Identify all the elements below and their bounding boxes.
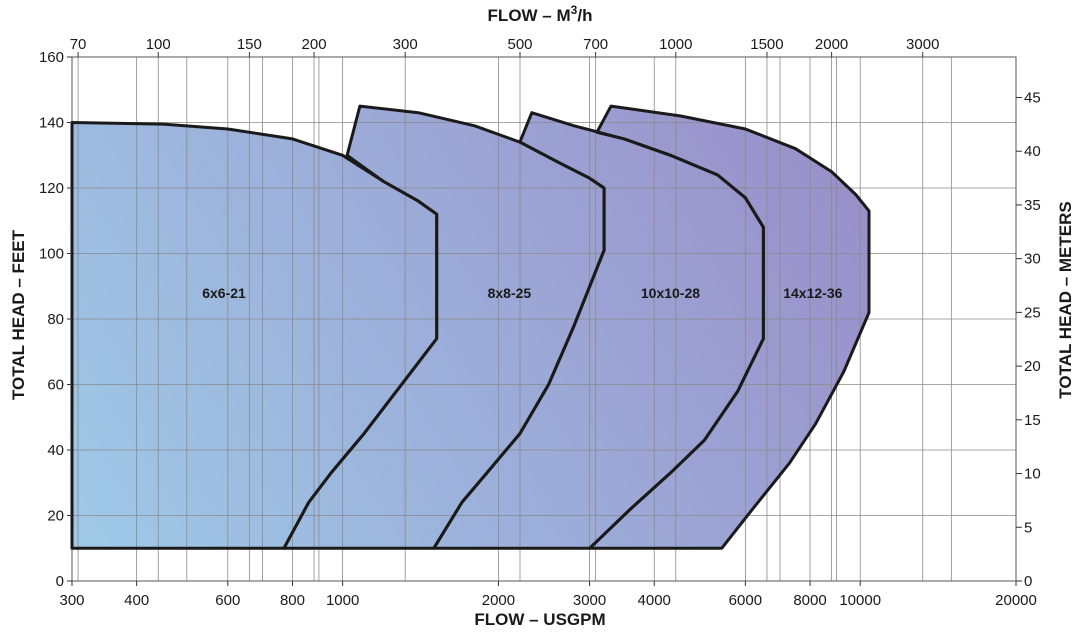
x-tick-label-bottom: 400 [124,592,149,609]
x-tick-label-top: 1500 [750,36,783,53]
y-tick-label-right: 0 [1024,573,1032,590]
y-tick-label-left: 0 [56,573,64,590]
x-tick-label-top: 100 [146,36,171,53]
y-tick-label-right: 20 [1024,358,1041,375]
pump-regions [72,106,869,549]
y-axis-title-left: TOTAL HEAD – FEET [9,229,28,400]
x-tick-label-top: 300 [393,36,418,53]
y-tick-label-left: 80 [47,311,64,328]
y-tick-label-right: 25 [1024,304,1041,321]
y-tick-label-right: 45 [1024,89,1041,106]
x-tick-label-bottom: 3000 [573,592,606,609]
region-outline-14x12-36 [588,104,871,550]
y-tick-label-left: 20 [47,508,64,525]
region-label-10x10-28: 10x10-28 [641,285,700,301]
y-axis-title-right: TOTAL HEAD – METERS [1056,201,1075,398]
x-tick-label-top: 2000 [815,36,848,53]
x-axis-title-bottom: FLOW – USGPM [474,610,605,629]
y-tick-label-left: 60 [47,377,64,394]
y-tick-label-right: 10 [1024,466,1041,483]
region-label-8x8-25: 8x8-25 [488,285,532,301]
x-tick-label-top: 70 [70,36,87,53]
y-tick-label-left: 120 [39,180,64,197]
x-tick-label-bottom: 1000 [326,592,359,609]
y-tick-label-right: 5 [1024,519,1032,536]
region-fill-14x12-36 [589,106,869,549]
y-tick-label-left: 100 [39,246,64,263]
x-tick-label-top: 3000 [906,36,939,53]
region-labels: 6x6-21 8x8-25 10x10-28 14x12-36 [202,285,842,301]
x-tick-label-bottom: 10000 [839,592,881,609]
x-tick-label-bottom: 8000 [793,592,826,609]
y-tick-label-left: 160 [39,49,64,66]
region-label-6x6-21: 6x6-21 [202,285,246,301]
region-label-14x12-36: 14x12-36 [783,285,842,301]
y-tick-label-right: 35 [1024,197,1041,214]
y-tick-label-left: 140 [39,115,64,132]
x-tick-label-top: 150 [237,36,262,53]
x-tick-label-bottom: 600 [215,592,240,609]
x-tick-label-top: 700 [583,36,608,53]
x-tick-label-bottom: 20000 [995,592,1037,609]
region-fill-8x8-25 [283,106,605,549]
y-tick-label-right: 40 [1024,143,1041,160]
y-tick-label-right: 15 [1024,412,1041,429]
x-tick-label-bottom: 300 [59,592,84,609]
tick-labels: 300 400 600 800 1000 2000 3000 4000 6000 8000 1000… [39,36,1041,609]
x-axis-title-top: FLOW – M3/h [488,3,593,25]
x-tick-label-top: 1000 [659,36,692,53]
x-tick-label-bottom: 6000 [729,592,762,609]
x-tick-label-bottom: 800 [280,592,305,609]
x-tick-label-bottom: 2000 [482,592,515,609]
x-tick-label-top: 200 [302,36,327,53]
region-outlines [70,104,871,550]
x-tick-label-top: 500 [507,36,532,53]
x-tick-label-bottom: 4000 [638,592,671,609]
y-tick-label-right: 30 [1024,251,1041,268]
region-fill-6x6-21 [72,122,437,549]
y-tick-label-left: 40 [47,442,64,459]
